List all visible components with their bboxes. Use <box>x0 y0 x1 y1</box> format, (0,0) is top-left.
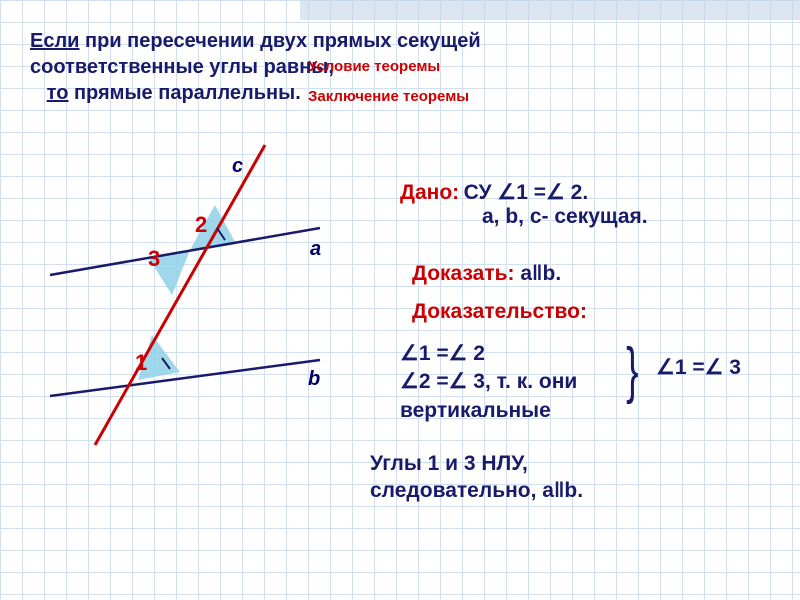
line-a <box>50 228 320 275</box>
prove-block: Доказать: aǁb. <box>412 262 561 286</box>
then-clause: прямые параллельны. <box>68 82 300 104</box>
label-b: b <box>308 368 320 391</box>
if-word: Если <box>30 30 79 52</box>
then-word: то <box>47 82 69 104</box>
angle-icon: ∠ <box>449 370 468 393</box>
step1-pre: 1 = <box>419 342 449 365</box>
result-pre: 1 = <box>675 356 705 379</box>
label-a: а <box>310 238 321 261</box>
conclusion-line1: Углы 1 и 3 НЛУ, <box>370 450 583 477</box>
given-block: Дано: СУ ∠1 =∠ 2. a, b, c- секущая. <box>400 180 648 229</box>
line-b <box>50 360 320 396</box>
angle-icon: ∠ <box>656 356 675 379</box>
prove-label: Доказать: <box>412 262 515 285</box>
step1-post: 2 <box>467 342 485 365</box>
prove-text: aǁb. <box>515 262 562 285</box>
given-line1: СУ ∠1 =∠ 2. <box>464 181 589 204</box>
brace-icon: } <box>626 335 638 406</box>
angle-icon: ∠ <box>400 342 419 365</box>
angle-1-label: 1 <box>135 350 147 376</box>
given-eq: 1 = <box>516 181 546 204</box>
proof-step1: ∠1 =∠ 2 <box>400 340 577 368</box>
step2-pre: 2 = <box>419 370 449 393</box>
angle-icon: ∠ <box>497 181 516 204</box>
proof-step3: вертикальные <box>400 397 577 425</box>
angle-icon: ∠ <box>400 370 419 393</box>
conclusion-line2: следовательно, aǁb. <box>370 477 583 504</box>
slide-content: Если при пересечении двух прямых секущей… <box>0 0 800 600</box>
given-post: 2. <box>565 181 588 204</box>
geometry-diagram: с а b 2 3 1 <box>20 140 340 450</box>
proof-step2: ∠2 =∠ 3, т. к. они <box>400 368 577 396</box>
angle-icon: ∠ <box>546 181 565 204</box>
label-c: с <box>232 155 243 178</box>
proof-result: ∠1 =∠ 3 <box>656 355 741 380</box>
proof-body: ∠1 =∠ 2 ∠2 =∠ 3, т. к. они вертикальные <box>400 340 577 425</box>
conclusion-annotation: Заключение теоремы <box>308 88 469 105</box>
theorem-line2: соответственные углы равны, <box>30 56 334 78</box>
step2-post: 3, т. к. они <box>467 370 577 393</box>
given-line2: a, b, c- секущая. <box>482 205 648 228</box>
angle-3-label: 3 <box>148 246 160 272</box>
line-c <box>95 145 265 445</box>
if-clause: при пересечении двух прямых секущей <box>79 30 480 52</box>
angle-icon: ∠ <box>449 342 468 365</box>
angle-icon: ∠ <box>705 356 724 379</box>
final-conclusion: Углы 1 и 3 НЛУ, следовательно, aǁb. <box>370 450 583 505</box>
condition-annotation: Условие теоремы <box>308 58 440 75</box>
result-post: 3 <box>723 356 741 379</box>
diagram-svg <box>20 140 340 460</box>
angle-2-label: 2 <box>195 212 207 238</box>
proof-label: Доказательство: <box>412 300 587 324</box>
given-pre: СУ <box>464 181 498 204</box>
given-label: Дано: <box>400 181 459 204</box>
